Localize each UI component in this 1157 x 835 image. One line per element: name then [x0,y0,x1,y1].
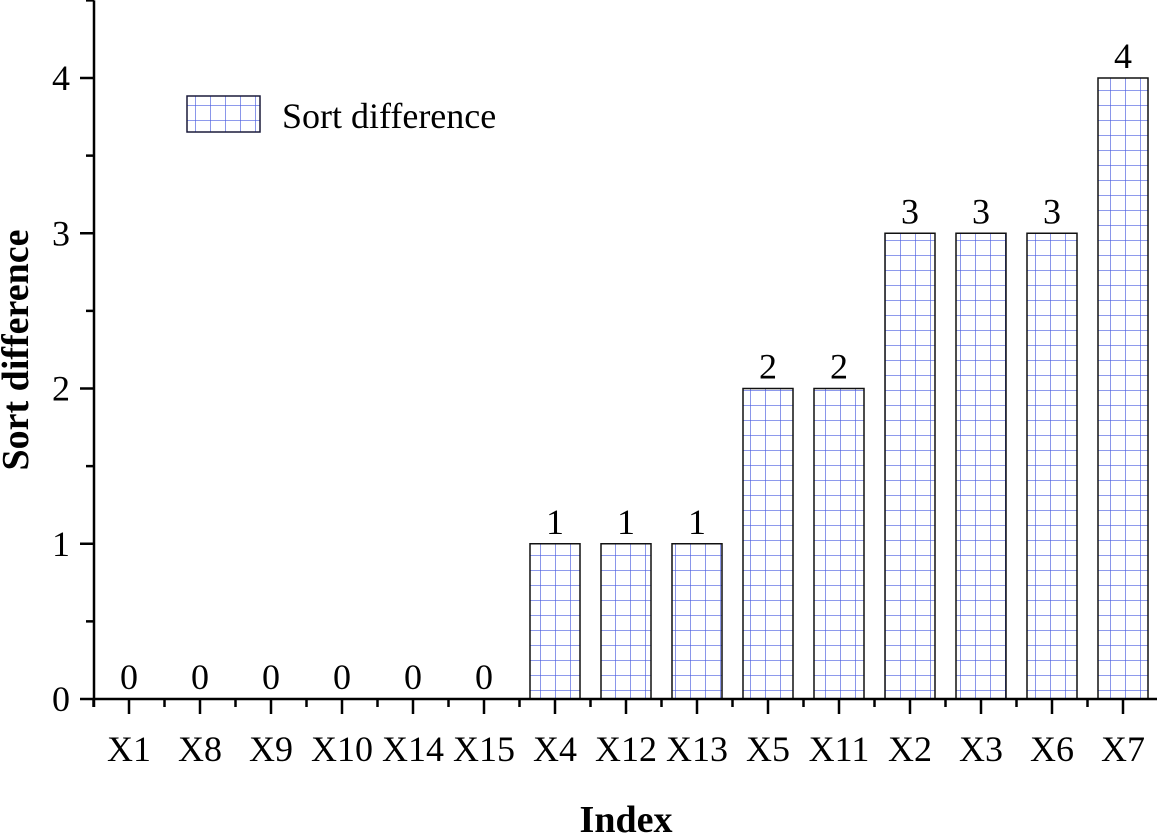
x-tick-label-x12: X12 [595,729,657,769]
x-tick-label-x4: X4 [533,729,577,769]
x-axis-title: Index [580,799,673,835]
legend-label: Sort difference [282,96,496,136]
bars-group [529,77,1149,700]
y-tick-label-0: 0 [52,679,70,719]
value-label-x12: 1 [617,502,635,542]
x-tick-label-x13: X13 [666,729,728,769]
x-tick-label-x3: X3 [959,729,1003,769]
bar-x12 [600,543,652,700]
x-tick-label-x2: X2 [888,729,932,769]
y-tick-label-4: 4 [52,58,70,98]
x-tick-label-x10: X10 [311,729,373,769]
x-tick-label-x6: X6 [1030,729,1074,769]
value-label-x1: 0 [120,657,138,697]
value-labels-group: 0 0 0 0 0 0 1 1 1 2 2 3 3 3 4 [120,36,1132,697]
y-tick-labels-group: 0 1 2 3 4 [52,58,70,719]
value-label-x14: 0 [404,657,422,697]
bar-x6 [1026,232,1078,700]
x-tick-label-x15: X15 [453,729,515,769]
y-tick-label-1: 1 [52,524,70,564]
axes-group [80,0,1157,714]
value-label-x8: 0 [191,657,209,697]
y-tick-label-3: 3 [52,213,70,253]
x-tick-label-x14: X14 [382,729,444,769]
x-tick-labels-group: X1 X8 X9 X10 X14 X15 X4 X12 X13 X5 X11 X2 X3 X6 X7 [107,729,1145,769]
x-tick-label-x5: X5 [746,729,790,769]
value-label-x7: 4 [1114,36,1132,76]
bar-x7 [1097,77,1149,700]
value-label-x10: 0 [333,657,351,697]
y-tick-label-2: 2 [52,369,70,409]
value-label-x15: 0 [475,657,493,697]
x-tick-label-x7: X7 [1101,729,1145,769]
legend: Sort difference [186,95,496,136]
value-label-x5: 2 [759,347,777,387]
value-label-x13: 1 [688,502,706,542]
bar-x4 [529,543,581,700]
bar-x13 [671,543,723,700]
value-label-x3: 3 [972,191,990,231]
x-tick-label-x1: X1 [107,729,151,769]
x-tick-label-x11: X11 [809,729,870,769]
y-axis-title: Sort difference [0,230,37,471]
x-tick-label-x9: X9 [249,729,293,769]
value-label-x4: 1 [546,502,564,542]
bar-x5 [742,387,794,700]
value-label-x9: 0 [262,657,280,697]
bar-x3 [955,232,1007,700]
value-label-x6: 3 [1043,191,1061,231]
bar-x2 [884,232,936,700]
value-label-x2: 3 [901,191,919,231]
bar-x11 [813,387,865,700]
x-tick-label-x8: X8 [178,729,222,769]
value-label-x11: 2 [830,347,848,387]
legend-swatch [186,95,261,133]
